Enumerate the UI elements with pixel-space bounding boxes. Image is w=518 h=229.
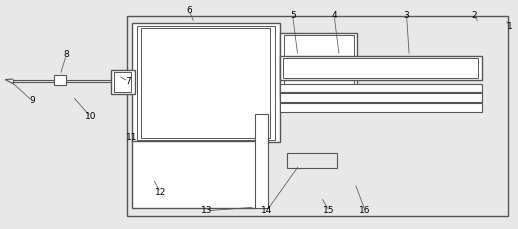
Bar xyxy=(132,23,280,142)
Bar xyxy=(132,141,256,208)
Bar xyxy=(280,56,482,80)
Text: 2: 2 xyxy=(471,11,477,20)
Bar xyxy=(280,84,482,92)
Text: 7: 7 xyxy=(125,77,132,86)
Text: 10: 10 xyxy=(85,112,96,121)
Bar xyxy=(287,153,337,168)
Text: 4: 4 xyxy=(332,11,337,20)
Text: 14: 14 xyxy=(261,206,272,215)
Text: 6: 6 xyxy=(186,6,192,15)
Text: 16: 16 xyxy=(359,206,371,215)
Bar xyxy=(280,93,482,102)
Bar xyxy=(141,28,270,138)
Bar xyxy=(54,75,66,85)
Bar xyxy=(111,70,135,94)
Text: 1: 1 xyxy=(507,22,513,31)
Bar xyxy=(114,72,131,92)
Text: 5: 5 xyxy=(290,11,296,20)
Bar xyxy=(280,103,482,112)
Bar xyxy=(127,16,508,216)
Bar xyxy=(280,33,357,97)
Bar xyxy=(283,58,478,78)
Text: 11: 11 xyxy=(126,133,138,142)
Text: 9: 9 xyxy=(29,96,35,105)
Bar xyxy=(137,26,275,140)
Bar xyxy=(255,114,268,208)
Text: 3: 3 xyxy=(404,11,410,20)
Text: 13: 13 xyxy=(202,206,213,215)
Text: 15: 15 xyxy=(323,206,335,215)
Text: 8: 8 xyxy=(63,50,69,60)
Bar xyxy=(284,35,354,95)
Text: 12: 12 xyxy=(155,188,166,197)
